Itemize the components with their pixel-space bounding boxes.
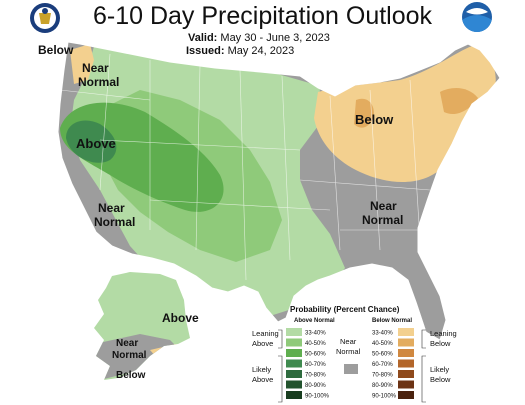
legend-leaning-above-2: Above — [252, 339, 273, 348]
issued-date: Issued: May 24, 2023 — [186, 45, 294, 57]
legend-below-header: Below Normal — [372, 318, 412, 324]
valid-dates: Valid: May 30 - June 3, 2023 — [188, 32, 330, 44]
below-40-50-ne-region — [440, 88, 478, 115]
above-range-label-0: 33-40% — [305, 331, 326, 337]
state-boundaries — [59, 53, 431, 281]
below-40-50-mi-region — [354, 98, 374, 128]
below-swatch-5 — [398, 380, 414, 389]
issued-value: May 24, 2023 — [227, 45, 295, 57]
legend-near-2: Normal — [336, 347, 361, 356]
below-nw-region — [70, 44, 94, 84]
label-below-great-lakes: Below — [355, 112, 394, 127]
legend-leaning-above-1: Leaning — [252, 329, 279, 338]
label-near-ak-1: Near — [116, 338, 138, 349]
above-swatch-0 — [286, 328, 302, 336]
below-range-label-4: 70-80% — [372, 373, 393, 379]
below-range-label-0: 33-40% — [372, 331, 393, 337]
above-range-label-2: 50-60% — [305, 352, 326, 358]
above-range-label-6: 90-100% — [305, 394, 330, 400]
conus-regions — [58, 42, 500, 340]
commerce-seal-logo — [30, 3, 60, 33]
above-swatch-2 — [286, 349, 302, 357]
legend-below-swatches: 33-40% 40-50% 50-60% 60-70% 70-80% 80-90% 90-1… — [372, 328, 414, 400]
map-title: 6-10 Day Precipitation Outlook — [92, 2, 433, 30]
below-range-label-6: 90-100% — [372, 394, 397, 400]
issued-label: Issued: — [186, 45, 225, 57]
legend-likely-below-1: Likely — [430, 365, 449, 374]
label-near-se-1: Near — [370, 199, 397, 213]
below-swatch-3 — [398, 359, 414, 368]
above-swatch-1 — [286, 338, 302, 347]
legend-near-swatch — [344, 364, 358, 374]
legend-near-1: Near — [340, 337, 357, 346]
above-swatch-6 — [286, 391, 302, 399]
below-swatch-2 — [398, 349, 414, 357]
label-below-nw: Below — [38, 43, 74, 57]
above-swatch-3 — [286, 359, 302, 368]
below-range-label-5: 80-90% — [372, 383, 393, 389]
label-above-alaska: Above — [162, 311, 199, 325]
above-60-70-region — [66, 120, 117, 163]
alaska-near-normal-fill — [94, 334, 186, 380]
legend-title: Probability (Percent Chance) — [290, 305, 400, 314]
label-below-ak: Below — [116, 370, 146, 381]
noaa-logo — [462, 2, 492, 32]
below-swatch-1 — [398, 338, 414, 347]
label-near-sw-2: Normal — [94, 215, 135, 229]
label-near-ak-2: Normal — [112, 350, 147, 361]
legend-above-header: Above Normal — [294, 318, 335, 324]
label-near-nw-2: Normal — [78, 75, 119, 89]
below-swatch-0 — [398, 328, 414, 336]
below-swatch-4 — [398, 370, 414, 378]
valid-label: Valid: — [188, 32, 218, 44]
above-range-label-3: 60-70% — [305, 362, 326, 368]
conus-outline — [57, 41, 501, 341]
below-swatch-6 — [398, 391, 414, 399]
above-range-label-1: 40-50% — [305, 341, 326, 347]
legend-above-swatches: 33-40% 40-50% 50-60% 60-70% 70-80% 80-90% 90-1… — [286, 328, 330, 400]
label-near-nw-1: Near — [82, 61, 109, 75]
legend-likely-below-2: Below — [430, 375, 451, 384]
label-near-sw-1: Near — [98, 201, 125, 215]
above-swatch-4 — [286, 370, 302, 378]
label-near-se-2: Normal — [362, 213, 403, 227]
label-above-west: Above — [76, 136, 116, 151]
below-range-label-3: 60-70% — [372, 362, 393, 368]
valid-value: May 30 - June 3, 2023 — [220, 32, 330, 44]
legend-leaning-below-2: Below — [430, 339, 451, 348]
legend-likely-above-1: Likely — [252, 365, 271, 374]
legend-likely-above-2: Above — [252, 375, 273, 384]
below-range-label-1: 40-50% — [372, 341, 393, 347]
legend: Probability (Percent Chance) Above Norma… — [252, 305, 457, 403]
above-range-label-4: 70-80% — [305, 373, 326, 379]
legend-leaning-below-1: Leaning — [430, 329, 457, 338]
below-range-label-2: 50-60% — [372, 352, 393, 358]
above-range-label-5: 80-90% — [305, 383, 326, 389]
above-swatch-5 — [286, 380, 302, 389]
